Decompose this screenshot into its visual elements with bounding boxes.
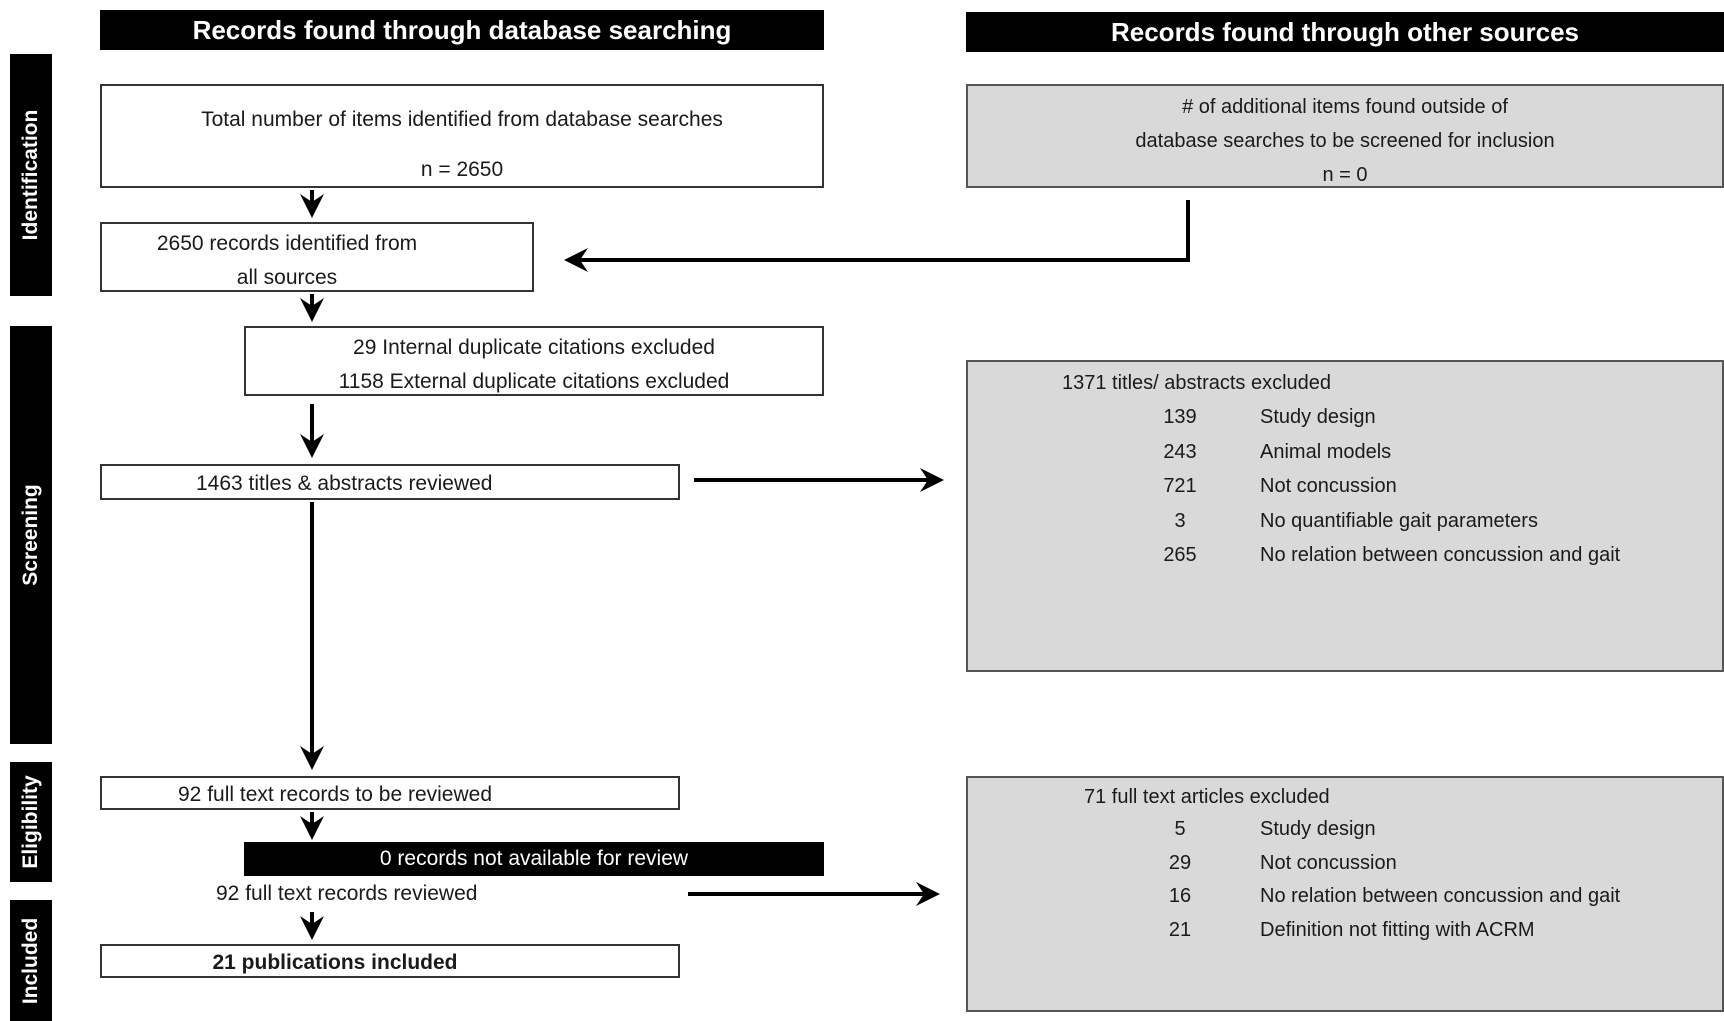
duplicates-excluded-box: 29 Internal duplicate citations excluded… [244, 326, 824, 396]
fulltext-review-box: 92 full text records to be reviewed [100, 776, 680, 810]
all-sources-box: 2650 records identified from all sources [100, 222, 534, 292]
phase-screening: Screening [10, 326, 52, 744]
phase-eligibility: Eligibility [10, 762, 52, 882]
exclusion-row: 3 No quantifiable gait parameters [968, 510, 1722, 545]
exclusion-reason: No relation between concussion and gait [1260, 885, 1621, 907]
fulltext-reviewed-text: 92 full text records reviewed [216, 882, 478, 905]
exclusion-count: 16 [1168, 885, 1192, 907]
fulltext-excluded-title: 71 full text articles excluded [1084, 786, 1330, 808]
exclusion-reason: No relation between concussion and gait [1260, 544, 1621, 566]
exclusion-reason: Definition not fitting with ACRM [1260, 918, 1535, 941]
exclusion-count: 5 [1174, 818, 1186, 840]
exclusion-count: 21 [1168, 918, 1192, 941]
exclusion-count: 3 [1174, 509, 1186, 532]
exclusion-reason: Study design [1260, 406, 1376, 428]
included-text: 21 publications included [212, 951, 458, 974]
exclusion-reason: No quantifiable gait parameters [1260, 509, 1538, 532]
fulltext-excluded-box: 71 full text articles excluded 5 Study de… [966, 776, 1724, 1012]
phase-included: Included [10, 900, 52, 1021]
exclusion-row: 16 No relation between concussion and gai… [968, 885, 1722, 919]
phase-identification: Identification [10, 54, 52, 296]
all-sources-text-2: all sources [236, 266, 338, 289]
exclusion-count: 29 [1168, 851, 1192, 874]
external-duplicates-text: 1158 External duplicate citations exclud… [338, 370, 730, 393]
not-available-bar: 0 records not available for review [244, 842, 824, 876]
screening-excluded-title: 1371 titles/ abstracts excluded [1062, 372, 1332, 394]
exclusion-count: 139 [1163, 406, 1197, 428]
exclusion-reason: Study design [1260, 818, 1376, 840]
internal-duplicates-text: 29 Internal duplicate citations excluded [353, 336, 715, 359]
exclusion-row: 243 Animal models [968, 441, 1722, 476]
exclusion-row: 139 Study design [968, 406, 1722, 441]
database-search-box: Total number of items identified from da… [100, 84, 824, 188]
other-sources-box: # of additional items found outside of d… [966, 84, 1724, 188]
exclusion-count: 721 [1163, 475, 1197, 497]
left-column-header: Records found through database searching [100, 10, 824, 50]
exclusion-row: 265 No relation between concussion and ga… [968, 544, 1722, 579]
all-sources-text-1: 2650 records identified from [156, 232, 418, 255]
right-column-header: Records found through other sources [966, 12, 1724, 52]
exclusion-row: 21 Definition not fitting with ACRM [968, 919, 1722, 953]
arrow-other-to-all [564, 200, 1190, 272]
exclusion-row: 5 Study design [968, 818, 1722, 852]
included-box: 21 publications included [100, 944, 680, 978]
titles-reviewed-text: 1463 titles & abstracts reviewed [196, 472, 493, 495]
other-sources-text-2: database searches to be screened for inc… [1135, 130, 1555, 152]
database-search-count: n = 2650 [420, 158, 504, 181]
exclusion-count: 243 [1163, 440, 1197, 463]
other-sources-count: n = 0 [1322, 164, 1368, 186]
screening-excluded-box: 1371 titles/ abstracts excluded 139 Study… [966, 360, 1724, 672]
exclusion-reason: Animal models [1260, 440, 1392, 463]
exclusion-count: 265 [1163, 544, 1197, 566]
exclusion-row: 29 Not concussion [968, 852, 1722, 886]
exclusion-row: 721 Not concussion [968, 475, 1722, 510]
database-search-text: Total number of items identified from da… [201, 108, 723, 131]
exclusion-reason: Not concussion [1260, 475, 1397, 497]
titles-reviewed-box: 1463 titles & abstracts reviewed [100, 464, 680, 500]
other-sources-text-1: # of additional items found outside of [1182, 96, 1508, 118]
exclusion-reason: Not concussion [1260, 851, 1397, 874]
fulltext-review-text: 92 full text records to be reviewed [178, 783, 492, 806]
